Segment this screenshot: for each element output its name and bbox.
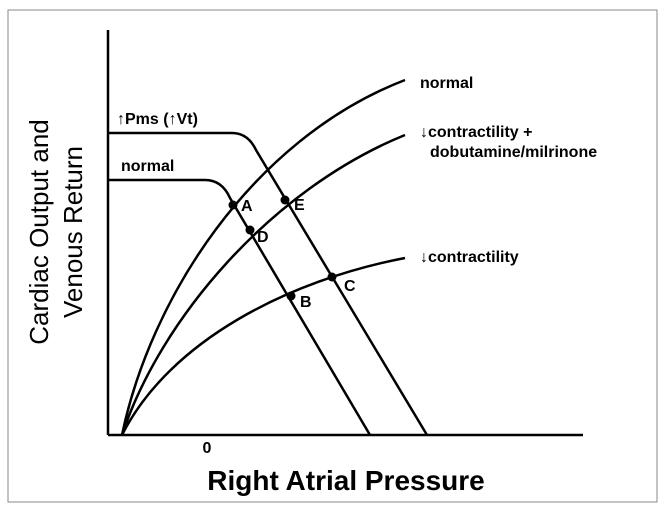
point-label: A [241, 198, 253, 215]
frame [7, 9, 658, 503]
point [327, 272, 337, 282]
x-axis-label: Right Atrial Pressure [207, 465, 484, 496]
curve-label: dobutamine/milrinone [430, 144, 597, 161]
venous-curve [108, 131, 429, 436]
y-axis-label: Cardiac Output and [24, 119, 54, 344]
point-label: C [344, 278, 356, 295]
point [286, 291, 296, 301]
curve-label: normal [420, 75, 473, 92]
x-tick-label: 0 [203, 440, 212, 457]
cardiac-curve [120, 78, 406, 436]
point-label: D [257, 229, 269, 246]
point-label: E [294, 197, 305, 214]
y-axis-label: Venous Return [58, 146, 88, 318]
point [228, 200, 238, 210]
curve-label: normal [121, 158, 174, 175]
point [245, 225, 255, 235]
curve-label: ↓contractility + [420, 124, 532, 141]
curve-label: ↑Pms (↑Vt) [117, 111, 198, 128]
cardiac-curve [120, 133, 406, 436]
venous-curve [108, 178, 372, 436]
curve-label: ↓contractility [420, 249, 519, 266]
cardiac-curve [120, 256, 406, 436]
point-label: B [300, 294, 312, 311]
point [280, 195, 290, 205]
